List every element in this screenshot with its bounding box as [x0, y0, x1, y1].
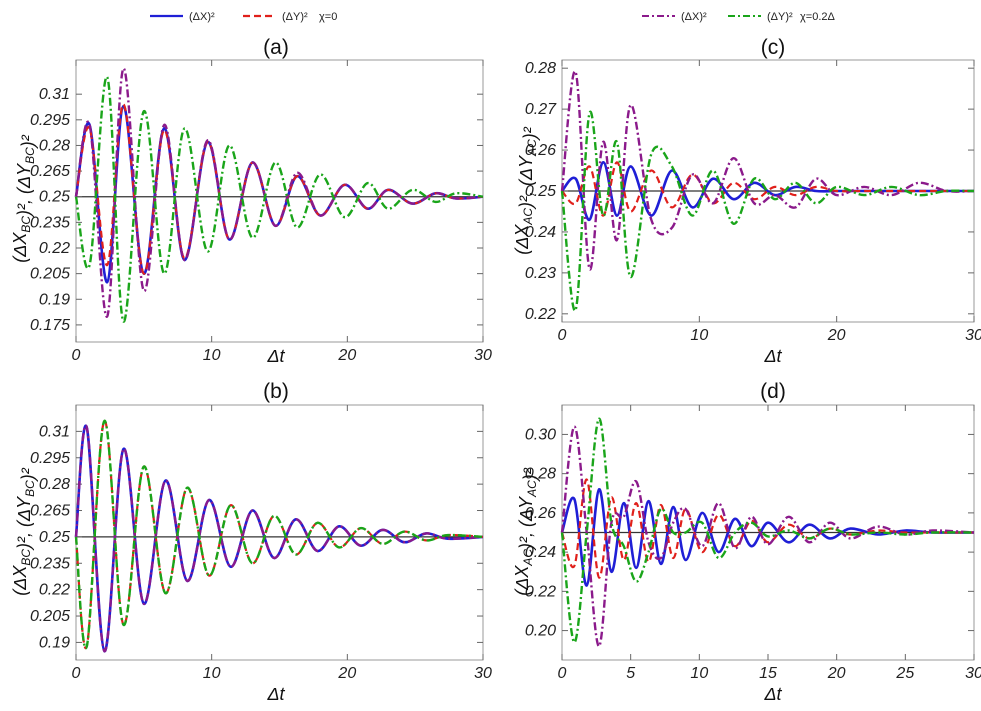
legend-top-left: (ΔX)² (ΔY)² χ=0	[150, 11, 337, 23]
x-tick-label: 0	[72, 347, 81, 364]
y-tick-label: 0.24	[525, 544, 556, 561]
x-tick-label: 10	[690, 327, 708, 344]
x-tick-label: 0	[558, 665, 567, 682]
y-tick-label: 0.25	[525, 183, 556, 200]
series-line	[74, 419, 484, 650]
y-axis-title: (ΔXAC)², (ΔYAC)²	[512, 126, 540, 254]
y-tick-label: 0.31	[39, 86, 70, 103]
y-tick-label: 0.24	[525, 224, 556, 241]
y-tick-label: 0.22	[39, 582, 70, 599]
y-tick-label: 0.25	[39, 529, 70, 546]
x-tick-label: 0	[72, 665, 81, 682]
series-line	[74, 75, 484, 323]
y-tick-label: 0.30	[525, 426, 556, 443]
y-tick-label: 0.20	[525, 623, 556, 640]
y-tick-label: 0.235	[30, 555, 70, 572]
x-tick-label: 0	[558, 327, 567, 344]
y-axis-title: (ΔXBC)², (ΔYBC)²	[10, 467, 38, 595]
series-line	[560, 487, 975, 587]
y-tick-label: 0.22	[525, 306, 556, 323]
panel-title: (a)	[263, 36, 289, 59]
x-tick-label: 20	[337, 347, 356, 364]
x-tick-label: 20	[827, 327, 846, 344]
y-tick-label: 0.235	[30, 214, 70, 231]
series-line	[560, 70, 975, 271]
panel-title: (b)	[263, 380, 289, 403]
x-axis-title: Δt	[763, 684, 782, 704]
legend-top-right: (ΔX)² (ΔY)² χ=0.2Δ	[642, 11, 835, 23]
chart-panel: 0 10 20 30 0.22 0.23 0.24 0.25 0.26 0.27 0.28 (c) Δt…	[512, 36, 981, 366]
x-tick-label: 25	[895, 665, 914, 682]
x-tick-label: 10	[203, 347, 221, 364]
series-line	[560, 417, 975, 644]
y-tick-label: 0.175	[30, 317, 70, 334]
y-tick-label: 0.25	[39, 189, 70, 206]
y-tick-label: 0.19	[39, 291, 70, 308]
y-tick-label: 0.295	[30, 450, 70, 467]
legend-label: (ΔX)²	[681, 11, 707, 23]
series-line	[560, 425, 975, 648]
y-tick-label: 0.26	[525, 142, 556, 159]
series-line	[560, 478, 974, 579]
x-tick-label: 10	[690, 665, 708, 682]
x-tick-label: 20	[337, 665, 356, 682]
x-axis-title: Δt	[266, 346, 285, 366]
x-axis-title: Δt	[763, 346, 782, 366]
legend-label: χ=0.2Δ	[800, 11, 835, 23]
y-tick-label: 0.28	[39, 137, 70, 154]
y-tick-label: 0.28	[525, 60, 556, 77]
y-axis-title: (ΔXAC)², (ΔYAC)²	[512, 467, 540, 595]
x-tick-label: 30	[965, 665, 981, 682]
series-line	[74, 424, 484, 653]
panel-title: (c)	[761, 36, 786, 59]
y-tick-label: 0.295	[30, 112, 70, 129]
y-tick-label: 0.205	[30, 266, 70, 283]
series-line	[560, 110, 975, 312]
y-tick-label: 0.265	[30, 163, 70, 180]
legend-label: (ΔX)²	[189, 11, 215, 23]
chart-panel: 0 10 20 30 0.19 0.205 0.22 0.235 0.25 0.265 0.28 0.…	[10, 380, 492, 704]
x-tick-label: 15	[759, 665, 777, 682]
y-tick-label: 0.205	[30, 608, 70, 625]
x-tick-label: 30	[474, 347, 492, 364]
y-tick-label: 0.26	[525, 505, 556, 522]
series-line	[561, 160, 974, 222]
legend-label: (ΔY)²	[282, 11, 308, 23]
x-axis-title: Δt	[266, 684, 285, 704]
series-line	[74, 424, 484, 653]
x-tick-label: 30	[965, 327, 981, 344]
x-tick-label: 30	[474, 665, 492, 682]
x-tick-label: 20	[827, 665, 846, 682]
series-line	[74, 67, 484, 318]
y-tick-label: 0.22	[39, 240, 70, 257]
y-tick-label: 0.27	[525, 101, 557, 118]
x-tick-label: 5	[626, 665, 635, 682]
series-line	[74, 103, 484, 275]
legend-label: (ΔY)²	[767, 11, 793, 23]
chart-panel: 0 10 20 30 0.175 0.19 0.205 0.22 0.235 0.25 0.265 0…	[10, 36, 492, 366]
y-tick-label: 0.28	[39, 476, 70, 493]
y-tick-label: 0.31	[39, 423, 70, 440]
y-tick-label: 0.23	[525, 265, 556, 282]
y-tick-label: 0.22	[525, 583, 556, 600]
plot-frame	[75, 404, 484, 661]
chart-panel: 0 5 10 15 20 25 30 0.20 0.22 0.24 0.26 0.28 0.30 (d) Δ…	[512, 380, 981, 704]
y-tick-label: 0.19	[39, 634, 70, 651]
x-tick-label: 10	[203, 665, 221, 682]
panel-title: (d)	[760, 380, 786, 403]
legend-label: χ=0	[319, 11, 337, 23]
y-tick-label: 0.265	[30, 503, 70, 520]
y-tick-label: 0.28	[525, 466, 556, 483]
y-axis-title: (ΔXBC)², (ΔYBC)²	[10, 134, 38, 262]
